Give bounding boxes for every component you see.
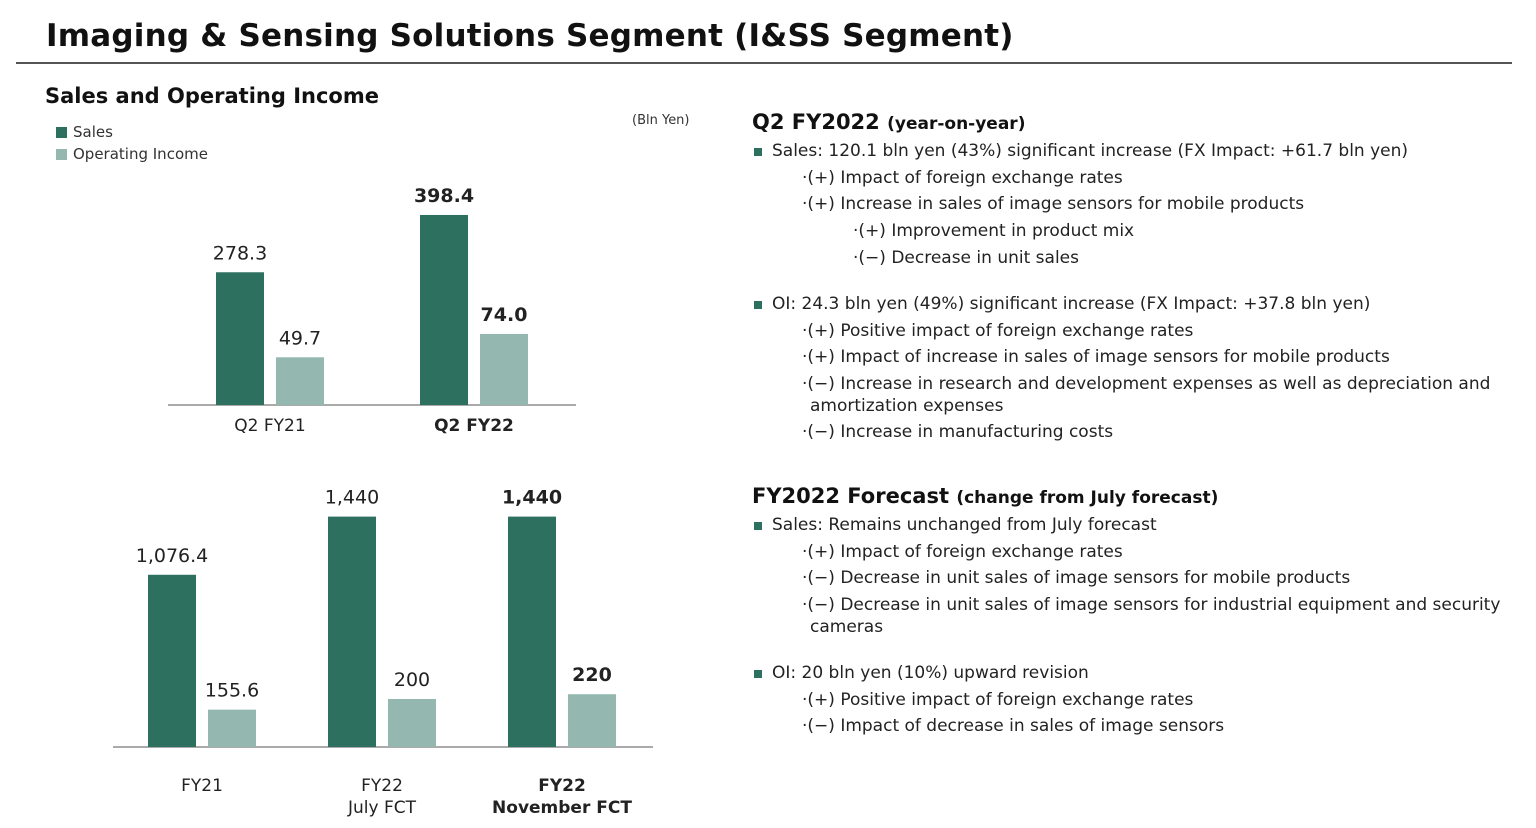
sub-point: ·(+) Impact of foreign exchange rates — [802, 167, 1123, 188]
commentary-section: Q2 FY2022 (year-on-year) Sales: 120.1 bln… — [752, 110, 1532, 446]
sub-point: ·(+) Positive impact of foreign exchange… — [802, 320, 1194, 341]
section-heading: FY2022 Forecast (change from July foreca… — [752, 484, 1532, 508]
bullet-square-icon — [754, 148, 762, 156]
bar-sales — [216, 272, 264, 405]
bar-operating-income — [568, 694, 616, 747]
data-label: 278.3 — [213, 242, 267, 264]
heading-main: FY2022 Forecast — [752, 483, 949, 508]
bullet-text: Sales: Remains unchanged from July forec… — [772, 514, 1157, 535]
bullet-point: Sales: 120.1 bln yen (43%) significant i… — [752, 138, 1532, 165]
bar-sales — [508, 516, 556, 747]
quarterly-chart: 278.3 49.7 Q2 FY21 398.4 74.0 Q2 FY22 — [168, 185, 576, 436]
data-label: 1,076.4 — [136, 545, 209, 567]
category-label: FY21 — [181, 776, 223, 796]
category-label: November FCT — [492, 798, 632, 818]
sub-point: ·(+) Increase in sales of image sensors … — [802, 194, 1305, 215]
bullet-point: OI: 20 bln yen (10%) upward revision — [752, 660, 1532, 687]
data-label: 398.4 — [414, 185, 474, 207]
data-label: 155.6 — [205, 680, 259, 702]
data-label: 220 — [572, 664, 612, 686]
commentary-section: FY2022 Forecast (change from July foreca… — [752, 484, 1532, 740]
bullet-square-icon — [754, 521, 762, 530]
category-label: FY22 — [538, 776, 586, 796]
category-label: FY22 — [361, 776, 403, 796]
bullet-point: Sales: Remains unchanged from July forec… — [752, 512, 1532, 539]
bullet-text: OI: 20 bln yen (10%) upward revision — [772, 663, 1089, 684]
data-label: 49.7 — [279, 327, 321, 349]
heading-main: Q2 FY2022 — [752, 110, 880, 134]
data-label: 74.0 — [481, 304, 528, 326]
chart-section-title: Sales and Operating Income — [45, 84, 379, 108]
bullet-square-icon — [754, 670, 762, 679]
sub-point: ·(−) Decrease in unit sales of image sen… — [802, 568, 1351, 589]
bullet-text: OI: 24.3 bln yen (49%) significant incre… — [772, 293, 1371, 314]
sub-point: ·(−) Decrease in unit sales of image sen… — [802, 594, 1501, 637]
section-heading: Q2 FY2022 (year-on-year) — [752, 110, 1532, 134]
heading-note: (change from July forecast) — [956, 487, 1219, 508]
sub-point: ·(+) Impact of increase in sales of imag… — [802, 347, 1390, 368]
bar-sales — [148, 574, 196, 747]
sub-point: ·(−) Increase in research and developmen… — [802, 373, 1491, 416]
legend-item-sales: Sales — [56, 121, 208, 143]
sub-point: ·(+) Impact of foreign exchange rates — [802, 541, 1123, 562]
chart-legend: Sales Operating Income — [56, 121, 208, 165]
sub-point: ·(−) Impact of decrease in sales of imag… — [802, 716, 1225, 737]
unit-label: (Bln Yen) — [632, 113, 690, 128]
data-label: 1,440 — [502, 487, 562, 509]
bar-sales — [420, 214, 468, 405]
category-label: July FCT — [347, 798, 417, 818]
data-label: 1,440 — [325, 487, 379, 509]
sub-point: ·(−) Decrease in unit sales — [853, 247, 1079, 268]
legend-label: Sales — [73, 123, 113, 141]
commentary-panel: Q2 FY2022 (year-on-year) Sales: 120.1 bln… — [752, 110, 1532, 740]
title-divider — [16, 62, 1512, 64]
legend-item-operating-income: Operating Income — [56, 143, 208, 165]
bullet-point: OI: 24.3 bln yen (49%) significant incre… — [752, 291, 1532, 318]
page-title: Imaging & Sensing Solutions Segment (I&S… — [46, 18, 1014, 54]
bullet-square-icon — [754, 300, 762, 309]
category-label: Q2 FY21 — [234, 416, 305, 436]
legend-swatch-sales — [56, 126, 67, 138]
heading-note: (year-on-year) — [887, 114, 1026, 134]
legend-label: Operating Income — [73, 145, 208, 163]
category-label: Q2 FY22 — [434, 416, 514, 436]
bar-sales — [328, 516, 376, 747]
bullet-text: Sales: 120.1 bln yen (43%) significant i… — [772, 141, 1409, 161]
sub-point: ·(+) Improvement in product mix — [853, 220, 1135, 241]
bar-operating-income — [276, 357, 324, 405]
legend-swatch-oi — [56, 148, 67, 160]
bar-operating-income — [388, 699, 436, 747]
data-label: 200 — [394, 669, 430, 691]
bar-operating-income — [208, 709, 256, 747]
sub-point: ·(−) Increase in manufacturing costs — [802, 422, 1114, 443]
bar-charts: 278.3 49.7 Q2 FY21 398.4 74.0 Q2 FY22 1,076.4… — [113, 185, 653, 818]
sub-point: ·(+) Positive impact of foreign exchange… — [802, 689, 1194, 710]
bar-operating-income — [480, 333, 528, 405]
